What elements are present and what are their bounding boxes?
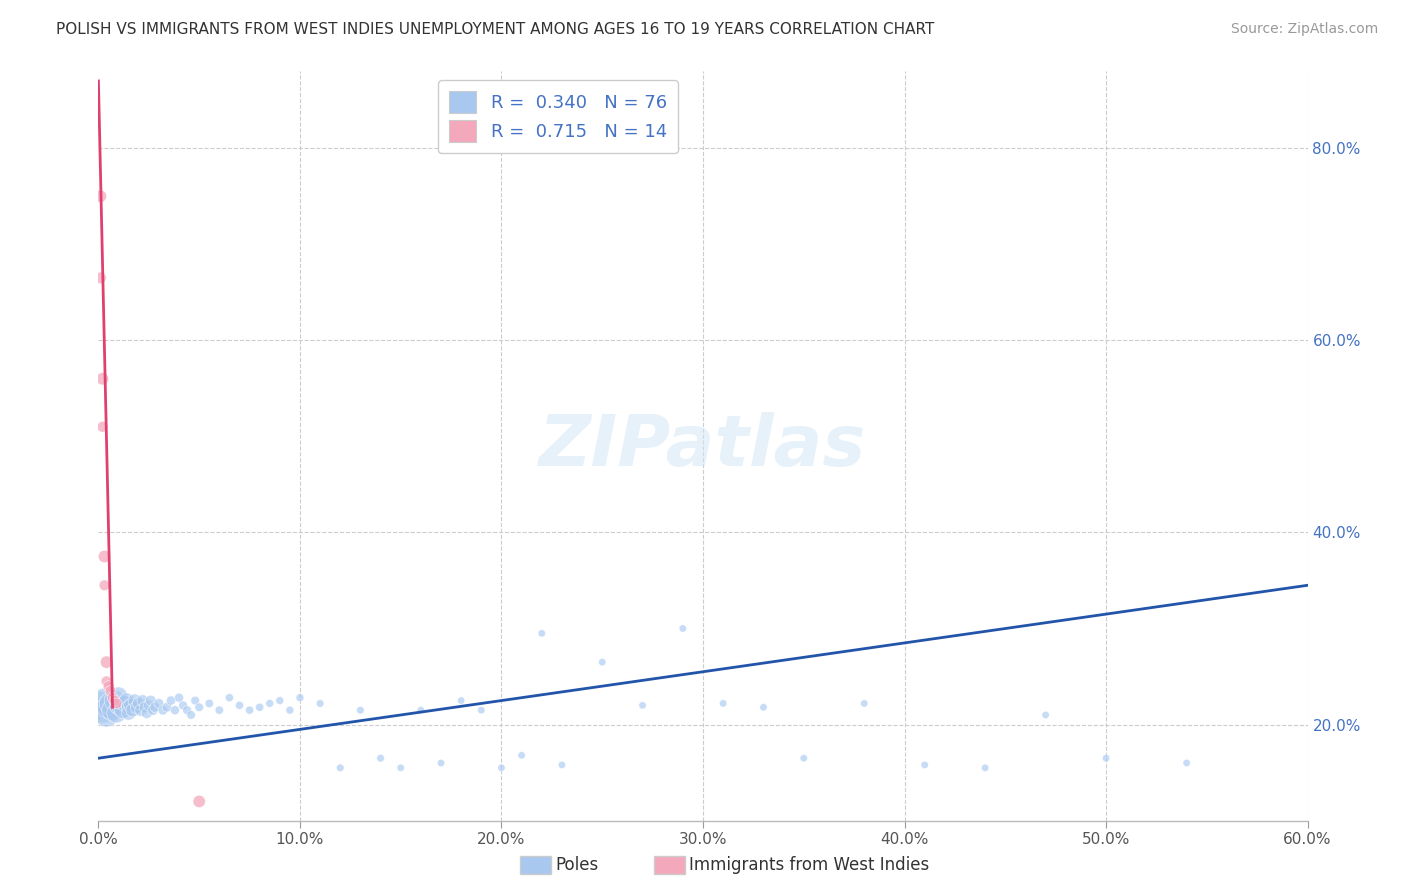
Point [1095, 751, 1118, 765]
Point [103, 693, 125, 707]
Point [491, 761, 513, 775]
Point [249, 700, 271, 714]
Point [89, 698, 111, 713]
Point [121, 703, 143, 717]
Point [91, 703, 114, 717]
Point [551, 758, 574, 772]
Point [142, 703, 165, 717]
Point [269, 693, 291, 707]
Point [107, 689, 129, 703]
Point [129, 703, 152, 717]
Point [530, 626, 553, 640]
Point [139, 693, 162, 707]
Point [96, 674, 118, 689]
Point [100, 684, 122, 698]
Point [188, 794, 211, 808]
Point [160, 693, 183, 707]
Point [172, 698, 194, 713]
Point [105, 706, 128, 720]
Point [180, 708, 202, 723]
Point [91, 419, 114, 434]
Point [974, 761, 997, 775]
Point [853, 697, 876, 711]
Point [176, 703, 198, 717]
Point [198, 697, 221, 711]
Point [228, 698, 250, 713]
Point [510, 748, 533, 763]
Point [134, 700, 156, 714]
Point [914, 758, 936, 772]
Point [132, 693, 155, 707]
Text: Poles: Poles [555, 856, 599, 874]
Point [100, 697, 122, 711]
Point [309, 697, 332, 711]
Text: Immigrants from West Indies: Immigrants from West Indies [689, 856, 929, 874]
Point [93, 549, 115, 564]
Point [389, 761, 412, 775]
Point [103, 693, 125, 707]
Point [128, 697, 150, 711]
Point [97, 679, 120, 693]
Point [329, 761, 352, 775]
Point [188, 700, 211, 714]
Point [93, 578, 115, 592]
Point [118, 700, 141, 714]
Point [591, 655, 613, 669]
Point [107, 698, 129, 713]
Point [259, 697, 281, 711]
Point [370, 751, 392, 765]
Point [111, 703, 134, 717]
Point [115, 693, 138, 707]
Point [793, 751, 815, 765]
Point [470, 703, 492, 717]
Point [93, 693, 115, 707]
Text: ZIPatlas: ZIPatlas [540, 411, 866, 481]
Point [184, 693, 207, 707]
Legend: R =  0.340   N = 76, R =  0.715   N = 14: R = 0.340 N = 76, R = 0.715 N = 14 [439, 80, 678, 153]
Point [450, 693, 472, 707]
Point [1035, 708, 1057, 723]
Point [118, 706, 141, 720]
Point [409, 703, 432, 717]
Point [138, 698, 160, 713]
Point [278, 703, 301, 717]
Point [89, 271, 111, 285]
Point [96, 708, 118, 723]
Point [114, 697, 136, 711]
Point [163, 703, 186, 717]
Point [91, 372, 114, 386]
Point [110, 700, 132, 714]
Point [120, 698, 142, 713]
Point [101, 690, 124, 705]
Point [430, 756, 453, 770]
Point [711, 697, 734, 711]
Point [101, 703, 124, 717]
Point [167, 690, 190, 705]
Point [288, 690, 311, 705]
Point [89, 189, 111, 203]
Point [239, 703, 262, 717]
Point [672, 622, 695, 636]
Point [152, 703, 174, 717]
Point [105, 697, 128, 711]
Point [156, 700, 179, 714]
Point [349, 703, 371, 717]
Point [124, 693, 146, 707]
Point [1175, 756, 1198, 770]
Point [752, 700, 775, 714]
Point [96, 655, 118, 669]
Point [125, 700, 148, 714]
Point [631, 698, 654, 713]
Point [143, 700, 166, 714]
Text: POLISH VS IMMIGRANTS FROM WEST INDIES UNEMPLOYMENT AMONG AGES 16 TO 19 YEARS COR: POLISH VS IMMIGRANTS FROM WEST INDIES UN… [56, 22, 935, 37]
Point [97, 700, 120, 714]
Point [218, 690, 240, 705]
Point [208, 703, 231, 717]
Text: Source: ZipAtlas.com: Source: ZipAtlas.com [1230, 22, 1378, 37]
Point [135, 706, 157, 720]
Point [148, 697, 170, 711]
